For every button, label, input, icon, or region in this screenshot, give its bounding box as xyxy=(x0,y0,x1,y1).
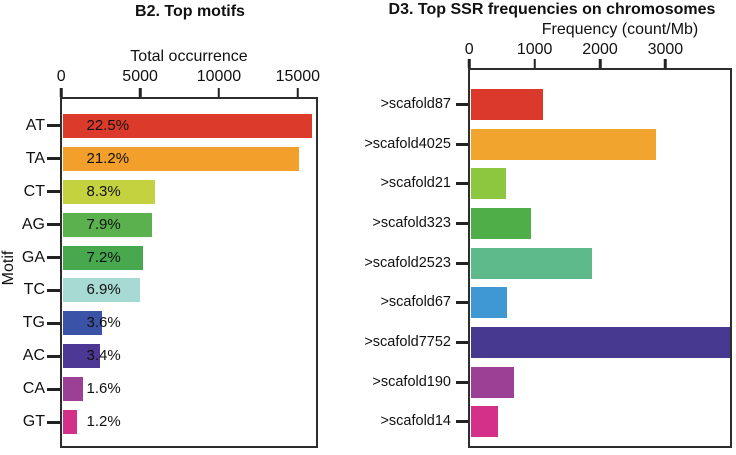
bar-value-label: 8.3% xyxy=(86,182,121,200)
x-tick-label: 0 xyxy=(56,68,66,85)
category-tick-mark xyxy=(456,182,468,186)
category-tick-mark xyxy=(47,420,60,424)
x-tick-label: 2000 xyxy=(582,41,618,58)
category-label: >scafold7752 xyxy=(364,334,451,351)
category-label: >scafold2523 xyxy=(364,254,451,271)
category-tick-mark xyxy=(47,354,60,358)
x-tick-mark xyxy=(664,59,667,68)
chart-title-ssr: D3. Top SSR frequencies on chromosomes xyxy=(388,1,716,18)
category-label: >scafold67 xyxy=(380,294,451,311)
bar-GA xyxy=(62,245,143,270)
bar-AC xyxy=(62,344,101,369)
plot-area-motifs xyxy=(60,97,318,448)
category-label: AC xyxy=(22,347,45,365)
x-tick-label: 15000 xyxy=(275,68,321,85)
bar-scafold4025 xyxy=(470,128,657,160)
bar-scafold67 xyxy=(470,287,508,319)
bar-value-label: 7.9% xyxy=(86,215,121,233)
x-axis-label-motifs: Total occurrence xyxy=(130,48,248,65)
category-label: TC xyxy=(23,281,45,299)
category-tick-mark xyxy=(456,420,468,424)
category-tick-mark xyxy=(456,261,468,265)
x-tick-mark xyxy=(468,59,471,68)
bar-scafold87 xyxy=(470,88,544,120)
x-tick-mark xyxy=(138,88,142,97)
category-label: AG xyxy=(21,215,45,233)
bar-value-label: 1.2% xyxy=(86,413,121,431)
x-tick-mark xyxy=(60,88,63,97)
x-tick-mark xyxy=(598,59,602,68)
x-tick-mark xyxy=(533,59,536,68)
bar-scafold21 xyxy=(470,168,506,200)
category-tick-mark xyxy=(456,142,468,146)
bar-TA xyxy=(62,146,300,171)
bar-value-label: 7.2% xyxy=(86,248,121,266)
bar-GT xyxy=(62,410,78,435)
bar-AG xyxy=(62,212,152,237)
bar-AT xyxy=(62,113,313,138)
bar-CT xyxy=(62,179,156,204)
category-label: >scafold21 xyxy=(380,175,451,192)
bar-scafold14 xyxy=(470,406,498,438)
category-tick-mark xyxy=(47,124,60,128)
category-tick-mark xyxy=(456,341,468,345)
bar-TG xyxy=(62,311,103,336)
bar-value-label: 6.9% xyxy=(86,281,121,299)
category-label: >scafold190 xyxy=(372,373,451,390)
bar-scafold2523 xyxy=(470,247,592,279)
category-label: CT xyxy=(23,182,45,200)
bar-value-label: 1.6% xyxy=(86,380,121,398)
bar-value-label: 21.2% xyxy=(86,149,130,167)
category-tick-mark xyxy=(47,157,60,161)
chart-title-motifs: B2. Top motifs xyxy=(135,3,245,20)
category-tick-mark xyxy=(47,387,60,391)
bar-scafold323 xyxy=(470,207,532,239)
category-tick-mark xyxy=(456,380,468,384)
category-label: >scafold323 xyxy=(372,214,451,231)
category-tick-mark xyxy=(47,256,60,260)
category-label: >scafold4025 xyxy=(364,135,451,152)
bar-scafold190 xyxy=(470,366,514,398)
category-label: CA xyxy=(22,380,45,398)
bar-TC xyxy=(62,278,141,303)
bar-value-label: 3.4% xyxy=(86,347,121,365)
category-label: GT xyxy=(22,413,45,431)
category-label: >scafold14 xyxy=(380,413,451,430)
category-tick-mark xyxy=(47,190,60,194)
bar-scafold7752 xyxy=(470,327,730,359)
category-tick-mark xyxy=(47,288,60,292)
category-tick-mark xyxy=(47,321,60,325)
x-tick-label: 3000 xyxy=(647,41,684,58)
category-label: TA xyxy=(25,149,45,167)
category-tick-mark xyxy=(456,221,468,225)
x-tick-mark xyxy=(217,88,221,97)
x-tick-label: 1000 xyxy=(516,41,553,58)
x-tick-label: 5000 xyxy=(122,68,158,85)
category-label: TG xyxy=(22,314,45,332)
category-label: AT xyxy=(25,116,45,134)
bar-CA xyxy=(62,377,83,402)
x-tick-mark xyxy=(296,88,300,97)
x-axis-label-ssr: Frequency (count/Mb) xyxy=(541,21,699,38)
category-tick-mark xyxy=(47,223,60,227)
x-tick-label: 0 xyxy=(464,41,474,58)
bar-value-label: 22.5% xyxy=(86,116,130,134)
bar-value-label: 3.6% xyxy=(86,314,121,332)
category-tick-mark xyxy=(456,102,468,106)
x-tick-label: 10000 xyxy=(196,68,242,85)
category-label: GA xyxy=(21,248,45,266)
category-tick-mark xyxy=(456,301,468,305)
plot-area-ssr xyxy=(468,68,732,448)
category-label: >scafold87 xyxy=(380,95,451,112)
